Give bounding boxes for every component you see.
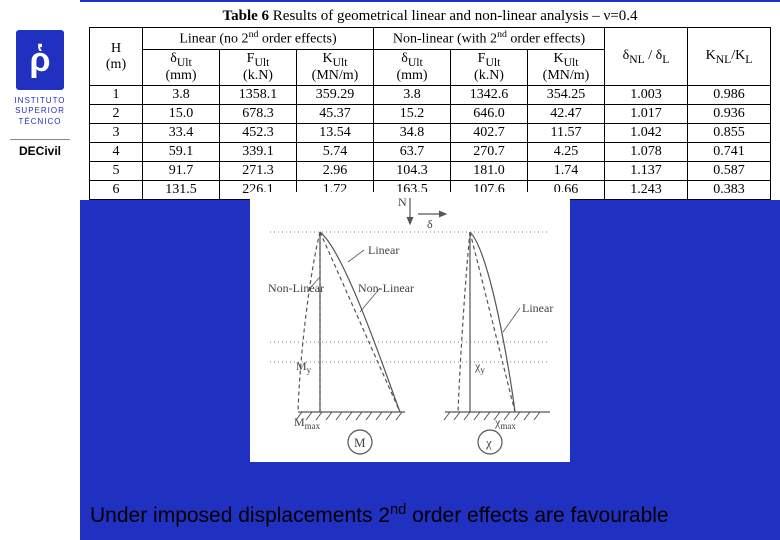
caption-after: order effects are favourable <box>406 504 668 527</box>
cell-KN: 11.57 <box>528 124 605 143</box>
diagram-panel: N δ Linear Non-Linear Non-Linear Linear … <box>250 192 570 462</box>
cell-FN: 1342.6 <box>451 86 528 105</box>
cell-FN: 402.7 <box>451 124 528 143</box>
label-nonlinear-left2: Non-Linear <box>358 281 414 295</box>
cell-dN: 3.8 <box>374 86 451 105</box>
caption-sup: nd <box>390 502 406 518</box>
cell-dL: 33.4 <box>143 124 220 143</box>
col-KL: KUlt(MN/m) <box>297 49 374 86</box>
cell-dN: 34.8 <box>374 124 451 143</box>
cell-FN: 270.7 <box>451 143 528 162</box>
label-linear-right: Linear <box>522 301 553 315</box>
circle-M: M <box>354 435 366 450</box>
sidebar-divider <box>10 139 70 140</box>
cell-KL: 2.96 <box>297 162 374 181</box>
ist-logo: ῥ <box>16 30 64 90</box>
department-label: DECivil <box>0 144 80 158</box>
label-chimax: χmax <box>494 415 516 431</box>
cell-FL: 452.3 <box>220 124 297 143</box>
col-ratio-delta: δNL / δL <box>605 28 688 86</box>
cell-FN: 646.0 <box>451 105 528 124</box>
cell-KL: 45.37 <box>297 105 374 124</box>
table-row: 13.81358.1359.293.81342.6354.251.0030.98… <box>90 86 771 105</box>
caption-before: Under imposed displacements 2 <box>90 504 390 527</box>
cell-dL: 131.5 <box>143 181 220 200</box>
cell-rK: 0.741 <box>688 143 771 162</box>
cell-KN: 354.25 <box>528 86 605 105</box>
diagram-svg: N δ Linear Non-Linear Non-Linear Linear … <box>250 192 570 462</box>
col-FN: FUlt(k.N) <box>451 49 528 86</box>
cell-KN: 4.25 <box>528 143 605 162</box>
sidebar: ῥ INSTITUTO SUPERIOR TÉCNICO DECivil <box>0 0 80 540</box>
table-row: 459.1339.15.7463.7270.74.251.0780.741 <box>90 143 771 162</box>
cell-KL: 5.74 <box>297 143 374 162</box>
cell-FL: 271.3 <box>220 162 297 181</box>
results-table: H (m) Linear (no 2nd order effects) Non-… <box>89 27 771 200</box>
table-row: 591.7271.32.96104.3181.01.741.1370.587 <box>90 162 771 181</box>
results-table-panel: Table 6 Results of geometrical linear an… <box>80 2 780 200</box>
inst-line-2: SUPERIOR <box>0 106 80 116</box>
cell-rD: 1.137 <box>605 162 688 181</box>
logo-glyph: ῥ <box>29 41 50 80</box>
col-FL: FUlt(k.N) <box>220 49 297 86</box>
cell-rD: 1.017 <box>605 105 688 124</box>
cell-rK: 0.986 <box>688 86 771 105</box>
group-linear: Linear (no 2nd order effects) <box>143 28 374 50</box>
table-head: H (m) Linear (no 2nd order effects) Non-… <box>90 28 771 86</box>
cell-H: 5 <box>90 162 143 181</box>
table-body: 13.81358.1359.293.81342.6354.251.0030.98… <box>90 86 771 200</box>
cell-KN: 1.74 <box>528 162 605 181</box>
table-row: 333.4452.313.5434.8402.711.571.0420.855 <box>90 124 771 143</box>
cell-dL: 3.8 <box>143 86 220 105</box>
cell-H: 4 <box>90 143 143 162</box>
cell-KN: 42.47 <box>528 105 605 124</box>
cell-dN: 63.7 <box>374 143 451 162</box>
cell-rK: 0.587 <box>688 162 771 181</box>
cell-dN: 104.3 <box>374 162 451 181</box>
circle-chi: χ <box>485 435 492 450</box>
cell-rK: 0.383 <box>688 181 771 200</box>
cell-rD: 1.003 <box>605 86 688 105</box>
table-caption: Table 6 Results of geometrical linear an… <box>80 6 780 27</box>
cell-KL: 13.54 <box>297 124 374 143</box>
cell-rK: 0.936 <box>688 105 771 124</box>
table-row: 215.0678.345.3715.2646.042.471.0170.936 <box>90 105 771 124</box>
cell-H: 2 <box>90 105 143 124</box>
cell-H: 6 <box>90 181 143 200</box>
caption-text: Under imposed displacements 2nd order ef… <box>90 502 770 528</box>
cell-H: 3 <box>90 124 143 143</box>
institution-text: INSTITUTO SUPERIOR TÉCNICO <box>0 96 80 127</box>
table-caption-prefix: Table 6 <box>222 8 269 24</box>
col-KN: KUlt(MN/m) <box>528 49 605 86</box>
col-dN: δUlt(mm) <box>374 49 451 86</box>
col-ratio-K: KNL/KL <box>688 28 771 86</box>
cell-FL: 339.1 <box>220 143 297 162</box>
cell-dL: 59.1 <box>143 143 220 162</box>
cell-KL: 359.29 <box>297 86 374 105</box>
cell-dL: 91.7 <box>143 162 220 181</box>
cell-rK: 0.855 <box>688 124 771 143</box>
cell-dN: 15.2 <box>374 105 451 124</box>
label-N: N <box>398 195 407 209</box>
cell-FN: 181.0 <box>451 162 528 181</box>
cell-rD: 1.243 <box>605 181 688 200</box>
label-My: My <box>296 359 312 375</box>
cell-FL: 678.3 <box>220 105 297 124</box>
cell-FL: 1358.1 <box>220 86 297 105</box>
cell-rD: 1.078 <box>605 143 688 162</box>
cell-H: 1 <box>90 86 143 105</box>
label-chiy: χy <box>474 359 485 375</box>
label-linear-left: Linear <box>368 243 399 257</box>
col-dL: δUlt(mm) <box>143 49 220 86</box>
table-caption-text: Results of geometrical linear and non-li… <box>269 8 637 24</box>
cell-dL: 15.0 <box>143 105 220 124</box>
col-H-header: H (m) <box>90 28 143 86</box>
cell-rD: 1.042 <box>605 124 688 143</box>
label-nonlinear-left: Non-Linear <box>268 281 324 295</box>
table-group-row: H (m) Linear (no 2nd order effects) Non-… <box>90 28 771 50</box>
group-nonlinear: Non-linear (with 2nd order effects) <box>374 28 605 50</box>
label-delta: δ <box>427 217 433 231</box>
inst-line-3: TÉCNICO <box>0 117 80 127</box>
inst-line-1: INSTITUTO <box>0 96 80 106</box>
